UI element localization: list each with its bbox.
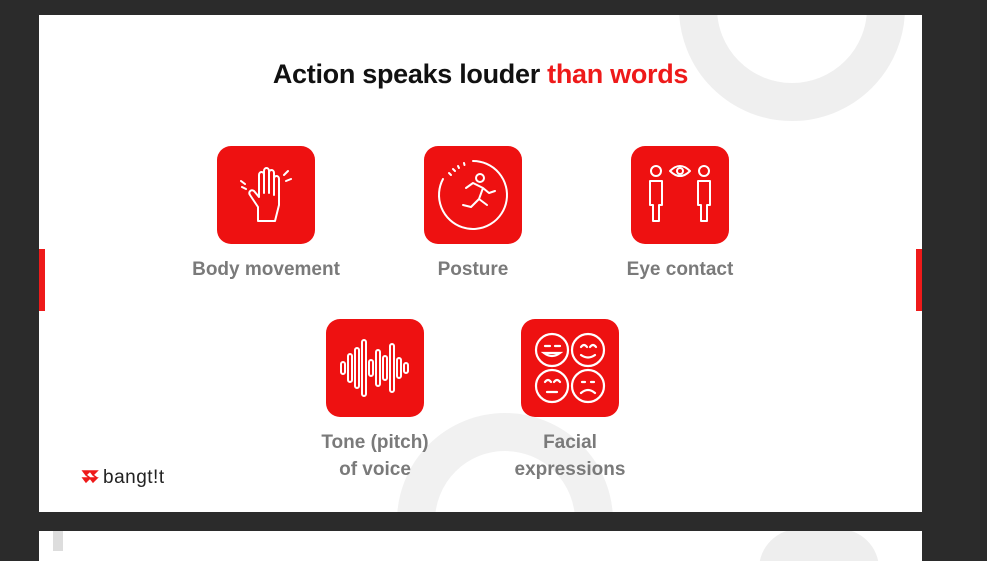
logo-mark-icon: [81, 470, 99, 484]
item-eye-contact: Eye contact: [580, 146, 780, 283]
item-tone-of-voice: Tone (pitch) of voice: [275, 319, 475, 483]
next-slide-decor-bar: [53, 531, 63, 551]
label-line-2: of voice: [339, 459, 411, 480]
sound-wave-icon: [326, 319, 424, 417]
logo-text: bangt!t: [103, 467, 165, 488]
running-person-icon: [424, 146, 522, 244]
faces-icon: [521, 319, 619, 417]
brand-logo: bangt!t: [81, 467, 165, 489]
slide: Action speaks louder than words Body mov…: [39, 15, 922, 512]
label-tone-of-voice: Tone (pitch) of voice: [275, 429, 475, 483]
label-body-movement: Body movement: [192, 259, 340, 280]
label-line-1: Tone (pitch): [321, 432, 429, 453]
hand-wave-icon: [217, 146, 315, 244]
title-main: Action speaks louder: [272, 59, 540, 89]
label-facial-expressions: Facial expressions: [470, 429, 670, 483]
next-slide-decor-ring: [759, 531, 879, 561]
title-accent: than words: [547, 59, 689, 89]
item-posture: Posture: [373, 146, 573, 283]
label-eye-contact: Eye contact: [626, 259, 734, 280]
item-body-movement: Body movement: [166, 146, 366, 283]
label-posture: Posture: [437, 259, 509, 280]
next-slide-preview[interactable]: [39, 531, 922, 561]
slide-title: Action speaks louder than words: [39, 59, 922, 90]
label-line-2: expressions: [514, 459, 626, 480]
slide-edge-marker-left: [39, 249, 45, 311]
label-line-1: Facial: [543, 432, 597, 453]
slide-edge-marker-right: [916, 249, 922, 311]
eye-contact-icon: [631, 146, 729, 244]
item-facial-expressions: Facial expressions: [470, 319, 670, 483]
